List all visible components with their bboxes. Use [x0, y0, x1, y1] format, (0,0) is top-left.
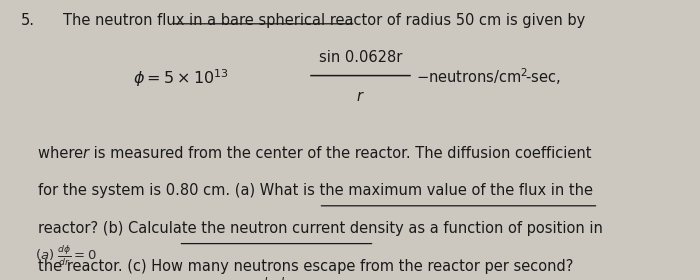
- Text: sin 0.0628r: sin 0.0628r: [318, 50, 402, 65]
- Text: $\phi = 5 \times 10^{13}$: $\phi = 5 \times 10^{13}$: [133, 67, 229, 89]
- Text: The neutron flux in a bare spherical reactor of radius 50 cm is given by: The neutron flux in a bare spherical rea…: [63, 13, 585, 28]
- Text: is measured from the center of the reactor. The diffusion coefficient: is measured from the center of the react…: [89, 146, 592, 161]
- Text: 5.: 5.: [21, 13, 35, 28]
- Text: $(a)\ \frac{d\phi}{dr} = 0$: $(a)\ \frac{d\phi}{dr} = 0$: [35, 244, 97, 268]
- Text: the reactor. (c) How many neutrons escape from the reactor per second?: the reactor. (c) How many neutrons escap…: [38, 259, 574, 274]
- Text: reactor? (b) Calculate the neutron current density as a function of position in: reactor? (b) Calculate the neutron curre…: [38, 221, 603, 236]
- Text: for the system is 0.80 cm. (a) What is the maximum value of the flux in the: for the system is 0.80 cm. (a) What is t…: [38, 183, 594, 199]
- Text: $r$: $r$: [356, 89, 365, 104]
- Text: where: where: [38, 146, 88, 161]
- Text: leakage: leakage: [264, 277, 310, 280]
- Text: $-$neutrons/cm$^2\!$-sec,: $-$neutrons/cm$^2\!$-sec,: [416, 67, 561, 87]
- Text: $r$: $r$: [82, 146, 91, 161]
